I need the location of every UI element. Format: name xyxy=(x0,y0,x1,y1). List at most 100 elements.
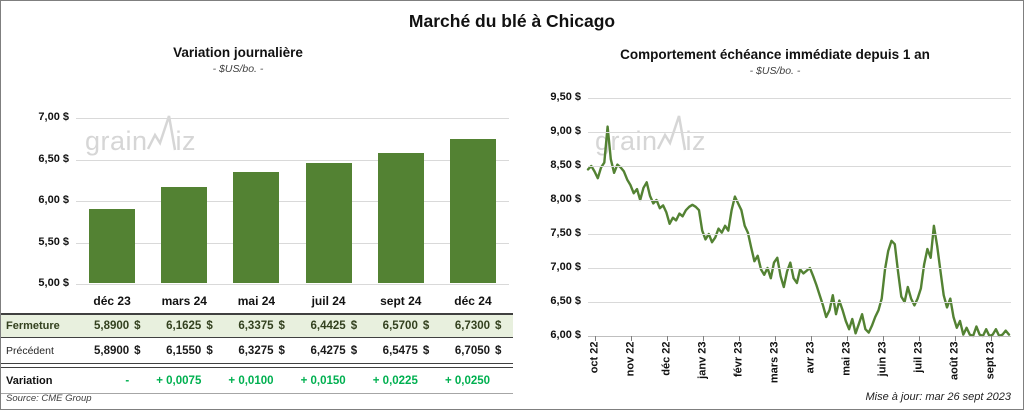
row-label: Fermeture xyxy=(6,320,60,332)
currency-symbol: $ xyxy=(422,320,430,332)
x-axis-tick-label: déc 22 xyxy=(660,341,673,376)
y-axis-tick-label: 7,00 $ xyxy=(550,261,581,273)
cell-value: + 0,0225 xyxy=(372,374,418,387)
x-axis-tick xyxy=(667,336,668,341)
x-axis-tick xyxy=(703,336,704,341)
y-axis-tick-label: 6,50 $ xyxy=(38,152,69,165)
x-axis-tick-label: avr 23 xyxy=(804,341,817,374)
x-axis-tick xyxy=(883,336,884,341)
table-cell: + 0,0150 xyxy=(293,375,365,387)
line-chart-svg xyxy=(586,125,1011,338)
table-cell: 6,7050 $ xyxy=(437,345,509,357)
y-axis-tick-label: 5,50 $ xyxy=(38,235,69,248)
update-note: Mise à jour: mar 26 sept 2023 xyxy=(865,391,1011,403)
gridline xyxy=(588,166,1011,167)
currency-symbol: $ xyxy=(350,344,358,357)
currency-symbol: $ xyxy=(206,320,213,332)
x-axis-tick-label: nov 22 xyxy=(624,341,637,377)
gridline xyxy=(76,284,509,285)
y-axis-tick-label: 7,50 $ xyxy=(550,227,581,239)
row-label: Variation xyxy=(6,374,53,387)
bar-mars 24 xyxy=(161,186,208,283)
x-axis-tick xyxy=(631,336,632,341)
page-title: Marché du blé à Chicago xyxy=(408,11,616,31)
cell-value: 6,4275 xyxy=(310,344,346,357)
gridline xyxy=(588,234,1011,235)
table-cell: 6,3375 $ xyxy=(220,320,292,332)
category-label: mars 24 xyxy=(161,294,207,308)
y-axis-tick-label: 8,50 $ xyxy=(550,159,581,171)
gridline xyxy=(76,242,509,244)
cell-value: 5,8900 xyxy=(93,344,130,357)
table-cell: 5,8900 $ xyxy=(76,345,148,357)
cell-value: 6,3275 xyxy=(238,344,274,357)
currency-symbol: $ xyxy=(350,320,358,332)
currency-symbol: $ xyxy=(278,320,285,332)
x-axis-tick xyxy=(775,336,776,341)
cell-value: + 0,0250 xyxy=(444,374,491,387)
x-axis-tick xyxy=(991,336,992,341)
gridline xyxy=(76,118,509,119)
double-divider xyxy=(1,363,513,368)
bar-plot-area: 7,00 $ 6,50 $ 6,00 $ 5,50 $ 5,00 $ xyxy=(38,111,509,289)
bar-déc 24 xyxy=(449,139,496,283)
x-axis-tick-label: mars 23 xyxy=(768,341,781,384)
table-cell: 6,1625 $ xyxy=(148,320,220,332)
cell-value: + 0,0100 xyxy=(228,374,274,387)
line-chart-subtitle: - $US/bo. - xyxy=(749,65,801,77)
cell-value: 6,7300 xyxy=(454,320,491,332)
table-cell: 6,4275 $ xyxy=(293,345,365,357)
row-cells: 5,8900 $6,1625 $6,3375 $6,4425 $6,5700 $6,730… xyxy=(76,320,509,332)
x-axis-tick-label: oct 22 xyxy=(588,341,601,374)
currency-symbol: $ xyxy=(134,320,141,332)
x-axis-tick xyxy=(919,336,920,341)
cell-value: 6,5700 xyxy=(382,320,418,332)
currency-symbol: $ xyxy=(495,320,502,332)
y-axis-tick-label: 6,00 $ xyxy=(38,194,69,206)
table-cell: 6,1550 $ xyxy=(148,345,220,357)
cell-value: 6,1550 xyxy=(166,344,202,357)
cell-value: 5,8900 xyxy=(93,320,130,332)
bar-mai 24 xyxy=(233,172,280,283)
bar-chart-subtitle: - $US/bo. - xyxy=(212,63,264,75)
cell-value: 6,5475 xyxy=(382,344,418,357)
line-plot-area: 9,50 $ 9,00 $ 8,50 $ 8,00 $ 7,50 $ 7,00 $ 6,50… xyxy=(550,91,1011,383)
bar-chart-title: Variation journalière xyxy=(173,45,303,60)
y-axis-tick-label: 6,50 $ xyxy=(550,295,581,307)
cell-value: 6,3375 xyxy=(238,320,274,332)
x-axis-tick xyxy=(595,336,596,341)
y-axis-tick-label: 6,00 $ xyxy=(550,329,581,341)
gridline xyxy=(76,201,509,202)
x-axis-tick xyxy=(847,336,848,341)
gridline xyxy=(588,302,1011,303)
table-cell: 6,5700 $ xyxy=(365,320,437,332)
category-label: mai 24 xyxy=(237,294,276,308)
table-cell: + 0,0250 xyxy=(437,375,509,387)
x-axis-tick-label: janv 23 xyxy=(696,341,709,379)
cell-value: + 0,0075 xyxy=(156,374,202,387)
x-axis-tick xyxy=(955,336,956,341)
y-axis-tick-label: 9,50 $ xyxy=(550,91,581,103)
table-row-variation: Variation - + 0,0075 + 0,0100 + 0,0150 + 0,0… xyxy=(1,368,513,394)
bar-juil 24 xyxy=(305,163,352,283)
price-line xyxy=(586,125,1011,338)
currency-symbol: $ xyxy=(495,344,502,357)
table-row-fermeture: Fermeture 5,8900 $6,1625 $6,3375 $6,4425 $6,… xyxy=(1,315,513,338)
x-axis-tick xyxy=(811,336,812,341)
bar-category-axis: déc 23 mars 24 mai 24 juil 24 sept 24 déc 24 xyxy=(76,294,509,308)
currency-symbol: $ xyxy=(206,344,213,357)
category-label: juil 24 xyxy=(311,294,346,308)
line-chart-title: Comportement échéance immédiate depuis 1… xyxy=(620,47,930,62)
price-table: Fermeture 5,8900 $6,1625 $6,3375 $6,4425 $6,… xyxy=(1,313,513,394)
gridline xyxy=(588,98,1011,99)
table-cell: 6,7300 $ xyxy=(437,320,509,332)
gridline xyxy=(588,336,1011,337)
table-cell: + 0,0075 xyxy=(148,375,220,387)
category-label: sept 24 xyxy=(380,294,422,308)
gridline xyxy=(588,132,1011,133)
table-row-precedent: Précédent 5,8900 $6,1550 $6,3275 $6,4275 $6,… xyxy=(1,338,513,363)
currency-symbol: $ xyxy=(422,344,430,357)
cell-value: 6,1625 xyxy=(166,320,202,332)
table-cell: 5,8900 $ xyxy=(76,320,148,332)
